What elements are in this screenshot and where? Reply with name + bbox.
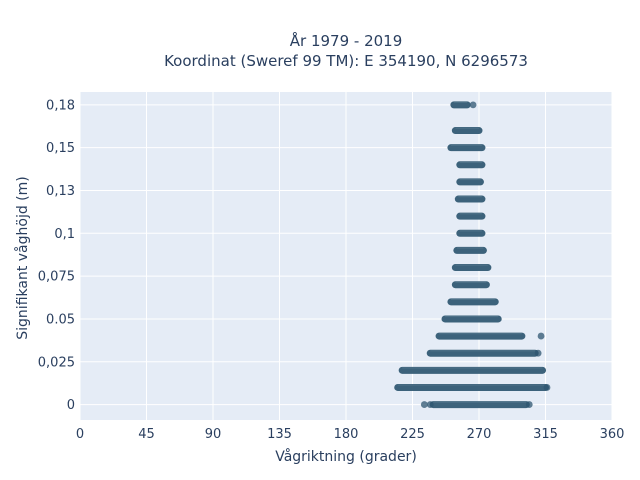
x-tick-label: 360 [600, 427, 625, 442]
y-tick-label: 0,13 [46, 184, 75, 199]
x-tick-label: 135 [267, 427, 292, 442]
data-point [469, 101, 477, 109]
y-tick-label: 0,075 [38, 270, 75, 285]
data-point [525, 401, 533, 408]
x-tick-label: 315 [533, 427, 558, 442]
x-axis-label: Vågriktning (grader) [275, 448, 417, 465]
data-point [543, 384, 551, 391]
x-axis-ticks: 0 45 90 135 180 225 270 315 360 [76, 427, 625, 442]
data-points [394, 101, 551, 409]
y-tick-label: 0,025 [38, 355, 75, 370]
chart-title-line-1: År 1979 - 2019 [290, 31, 403, 50]
data-point [534, 349, 542, 357]
data-point [426, 401, 434, 408]
y-tick-label: 0.05 [46, 312, 75, 327]
y-tick-label: 0 [67, 398, 75, 413]
x-tick-label: 0 [76, 427, 84, 442]
y-axis-label: Signifikant våghöjd (m) [14, 176, 31, 339]
data-point [420, 401, 428, 408]
x-tick-label: 180 [334, 427, 359, 442]
x-tick-label: 270 [467, 427, 492, 442]
y-tick-label: 0,15 [46, 141, 75, 156]
y-axis-ticks: 0 0,025 0.05 0,075 0,1 0,13 0,15 0,18 [38, 98, 75, 413]
x-tick-label: 45 [138, 427, 155, 442]
chart-title-line-2: Koordinat (Sweref 99 TM): E 354190, N 62… [164, 52, 528, 70]
x-tick-label: 90 [205, 427, 222, 442]
y-tick-label: 0,18 [46, 98, 75, 113]
x-tick-label: 225 [400, 427, 425, 442]
y-tick-label: 0,1 [54, 227, 75, 242]
data-point [537, 332, 545, 340]
